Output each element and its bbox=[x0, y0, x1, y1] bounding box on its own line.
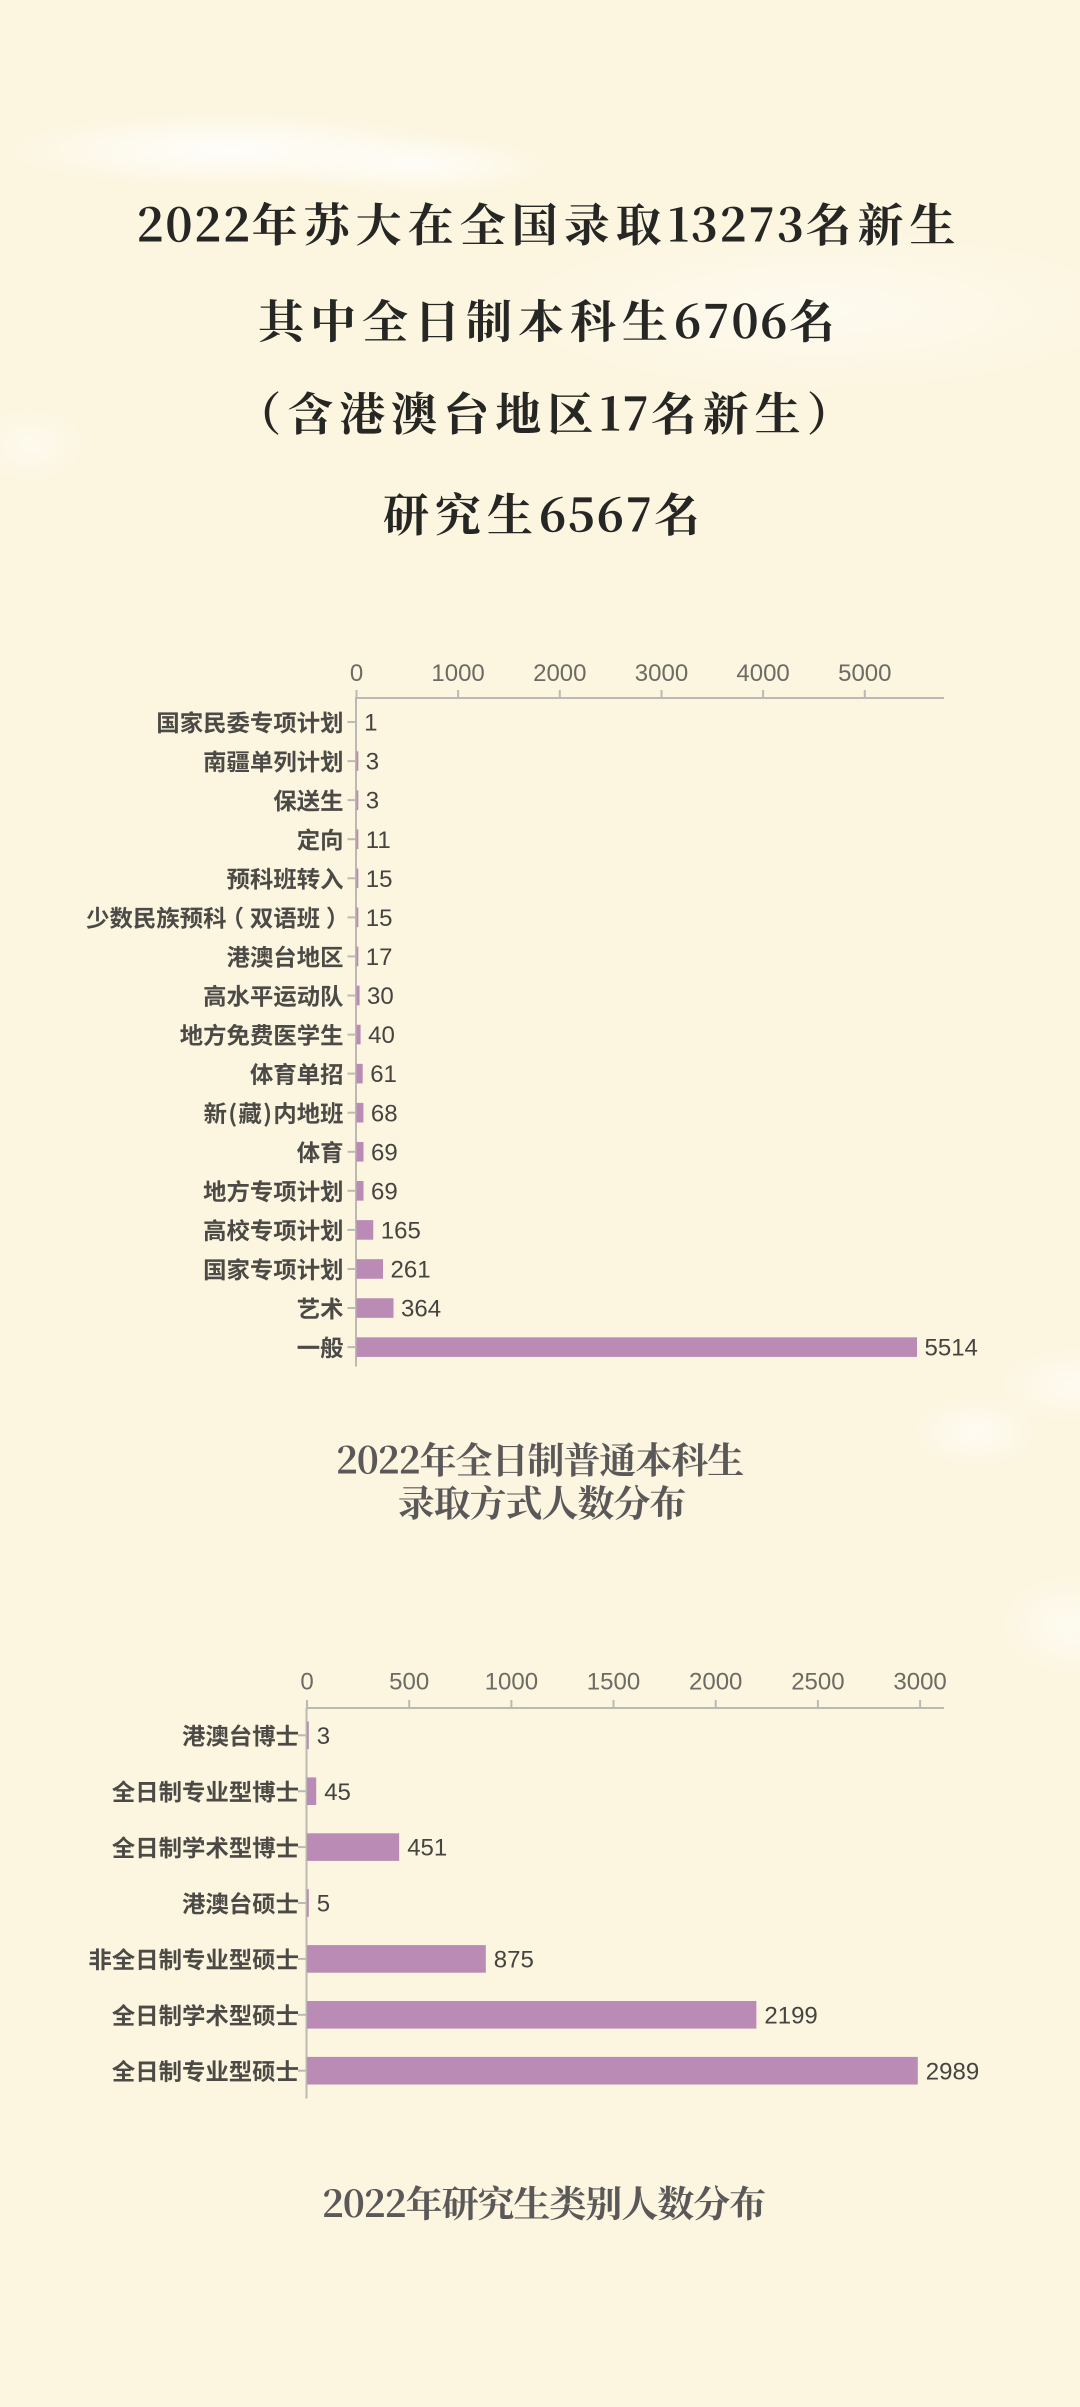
svg-text:2000: 2000 bbox=[533, 660, 586, 687]
svg-text:875: 875 bbox=[494, 1947, 534, 1974]
svg-text:5000: 5000 bbox=[838, 660, 891, 687]
svg-text:69: 69 bbox=[371, 1139, 398, 1166]
svg-text:5: 5 bbox=[317, 1891, 330, 1918]
svg-text:17: 17 bbox=[366, 944, 393, 971]
svg-text:69: 69 bbox=[371, 1178, 398, 1205]
svg-text:45: 45 bbox=[324, 1779, 351, 1806]
svg-text:68: 68 bbox=[371, 1100, 398, 1127]
svg-text:2500: 2500 bbox=[791, 1669, 844, 1696]
svg-text:3000: 3000 bbox=[893, 1669, 946, 1696]
svg-text:261: 261 bbox=[391, 1257, 431, 1284]
svg-text:451: 451 bbox=[407, 1835, 447, 1862]
svg-text:15: 15 bbox=[366, 866, 393, 893]
svg-text:165: 165 bbox=[381, 1218, 421, 1245]
svg-text:1000: 1000 bbox=[485, 1669, 538, 1696]
svg-text:1: 1 bbox=[364, 710, 377, 737]
svg-text:11: 11 bbox=[366, 827, 391, 854]
svg-text:5514: 5514 bbox=[925, 1335, 978, 1362]
svg-text:3: 3 bbox=[317, 1723, 330, 1750]
svg-text:61: 61 bbox=[370, 1061, 397, 1088]
svg-text:2199: 2199 bbox=[764, 2002, 817, 2029]
svg-text:1000: 1000 bbox=[431, 660, 484, 687]
svg-text:40: 40 bbox=[368, 1022, 395, 1049]
svg-text:2000: 2000 bbox=[689, 1669, 742, 1696]
svg-text:1500: 1500 bbox=[587, 1669, 640, 1696]
svg-text:3: 3 bbox=[366, 788, 379, 815]
svg-text:15: 15 bbox=[366, 905, 393, 932]
svg-text:3000: 3000 bbox=[635, 660, 688, 687]
svg-text:364: 364 bbox=[401, 1296, 441, 1323]
svg-text:30: 30 bbox=[367, 983, 394, 1010]
svg-text:3: 3 bbox=[366, 749, 379, 776]
svg-text:4000: 4000 bbox=[736, 660, 789, 687]
svg-text:0: 0 bbox=[350, 660, 363, 687]
svg-text:500: 500 bbox=[389, 1669, 429, 1696]
svg-text:2989: 2989 bbox=[926, 2058, 979, 2085]
svg-text:0: 0 bbox=[300, 1669, 313, 1696]
